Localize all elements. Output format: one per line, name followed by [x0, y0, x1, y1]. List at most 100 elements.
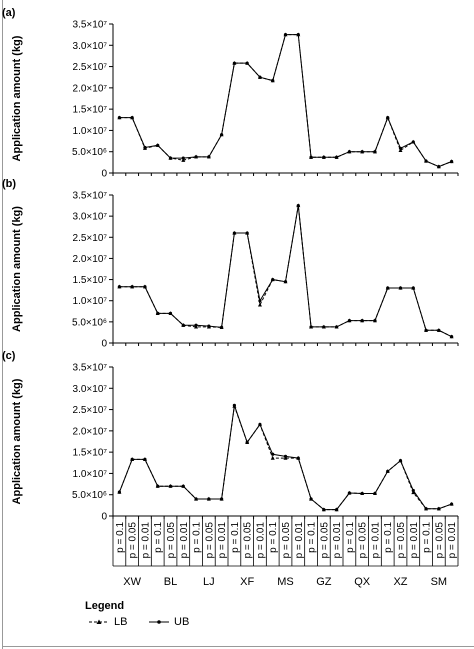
series-lb-line — [119, 34, 452, 168]
frame-bottom-line — [2, 646, 474, 647]
y-tick-label: 2.5×10⁷ — [73, 233, 108, 244]
ub-point — [258, 422, 262, 427]
ub-point — [335, 155, 339, 159]
category-label: MS — [277, 576, 294, 588]
level-label: p = 0.05 — [204, 522, 215, 559]
panel-label: (c) — [2, 350, 16, 362]
series-ub-line — [119, 34, 452, 168]
ub-point — [411, 286, 415, 290]
ub-point — [309, 497, 313, 501]
ub-point — [220, 497, 224, 501]
ub-point — [424, 507, 428, 511]
ub-point — [232, 403, 236, 407]
level-label: p = 0.01 — [179, 522, 190, 559]
y-axis-label: Application amount (kg) — [11, 35, 23, 161]
ub-point — [398, 286, 403, 290]
ub-point — [283, 33, 288, 37]
ub-point — [373, 318, 377, 323]
ub-point — [335, 325, 339, 329]
ub-point — [360, 491, 364, 496]
category-label: XZ — [393, 576, 407, 588]
ub-point — [386, 286, 390, 290]
ub-point — [335, 508, 339, 512]
level-label: p = 0.01 — [370, 522, 381, 559]
legend-ub-swatch — [149, 620, 169, 624]
y-tick-label: 0 — [101, 512, 107, 523]
ub-point — [296, 456, 300, 460]
ub-point — [156, 143, 160, 147]
level-label: p = 0.1 — [307, 522, 318, 553]
ub-point — [271, 452, 275, 456]
y-tick-label: 1.0×10⁷ — [73, 126, 108, 137]
level-label: p = 0.05 — [434, 522, 445, 559]
panel-3: (c) 0 5.0×10⁶ 1.0×10⁷ 1.5×10⁷ 2.0×10⁷ 2.5×10⁷ 3… — [2, 350, 459, 523]
y-tick-label: 3.0×10⁷ — [73, 212, 108, 223]
level-label: p = 0.01 — [140, 522, 151, 559]
ub-point — [386, 116, 390, 120]
panel-label: (a) — [2, 7, 16, 19]
ub-point — [130, 285, 134, 289]
ub-point — [283, 280, 288, 284]
level-label: p = 0.05 — [396, 522, 407, 559]
ub-point — [194, 155, 198, 159]
ub-point — [245, 231, 249, 235]
y-tick-label: 1.0×10⁷ — [73, 296, 108, 307]
y-tick-label: 5.0×10⁶ — [72, 317, 107, 328]
level-label: p = 0.05 — [243, 522, 254, 559]
y-tick-label: 3.5×10⁷ — [73, 191, 108, 202]
ub-point — [373, 491, 377, 496]
legend-item-ub: UB — [148, 616, 189, 628]
y-tick-label: 3.0×10⁷ — [73, 41, 108, 52]
ub-point — [424, 328, 428, 332]
ub-point — [258, 299, 262, 303]
ub-point — [386, 469, 390, 473]
y-tick-label: 3.0×10⁷ — [73, 384, 108, 395]
ub-point — [271, 277, 275, 282]
legend-title: Legend — [85, 600, 125, 612]
ub-point — [143, 285, 147, 289]
level-label: p = 0.01 — [217, 522, 228, 559]
ub-point — [117, 116, 121, 120]
ub-point — [347, 150, 351, 154]
category-label: XF — [240, 576, 254, 588]
legend-item-lb: LB — [88, 616, 127, 628]
category-label: GZ — [316, 576, 332, 588]
ub-point — [117, 285, 121, 289]
ub-point — [437, 328, 441, 332]
level-label: p = 0.01 — [447, 522, 458, 559]
ub-point — [360, 150, 364, 154]
y-tick-label: 1.5×10⁷ — [73, 448, 108, 459]
ub-point — [207, 155, 211, 159]
level-label: p = 0.05 — [319, 522, 330, 559]
y-tick-label: 2.0×10⁷ — [73, 426, 108, 437]
ub-point — [437, 165, 441, 169]
ub-point — [309, 325, 313, 329]
y-tick-label: 0 — [101, 169, 107, 180]
lb-point — [411, 490, 416, 495]
ub-point — [360, 318, 364, 323]
ub-point — [322, 325, 326, 329]
ub-point — [398, 459, 403, 463]
ub-point — [143, 145, 147, 150]
ub-point — [450, 335, 454, 339]
category-label: LJ — [203, 576, 215, 588]
panel-label: (b) — [2, 178, 16, 190]
ub-point — [130, 116, 134, 120]
level-label: p = 0.1 — [115, 522, 126, 553]
category-label: QX — [354, 576, 371, 588]
level-label: p = 0.1 — [345, 522, 356, 553]
ub-point — [322, 155, 326, 159]
y-tick-label: 5.0×10⁶ — [72, 490, 107, 501]
ub-point — [258, 75, 262, 79]
ub-point — [347, 491, 351, 495]
y-axis-label: Application amount (kg) — [11, 378, 23, 504]
lb-point — [398, 148, 403, 153]
level-label: p = 0.1 — [383, 522, 394, 553]
ub-point — [194, 323, 198, 327]
ub-point — [232, 61, 236, 65]
ub-point — [130, 457, 134, 461]
category-label: BL — [164, 576, 177, 588]
ub-point — [220, 325, 224, 329]
y-tick-label: 1.0×10⁷ — [73, 469, 108, 480]
